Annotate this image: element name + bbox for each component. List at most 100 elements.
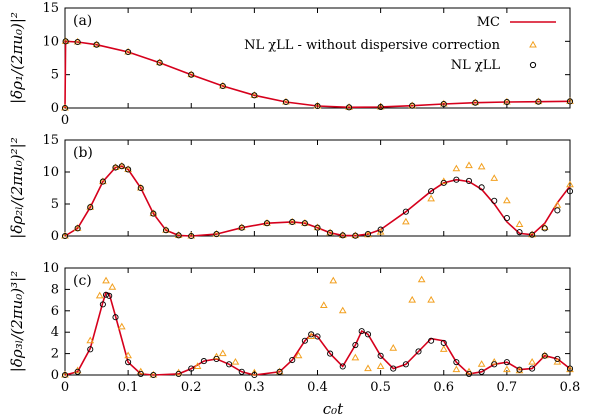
nl-point bbox=[61, 371, 69, 379]
mc-line bbox=[64, 291, 571, 376]
nodisp-point bbox=[237, 223, 246, 231]
y-axis-label: |δρ₃ₗ/(2πu₀)³|² bbox=[8, 271, 26, 372]
legend-label-nl: NL χLL bbox=[451, 58, 501, 73]
nodisp-point bbox=[503, 365, 511, 373]
nl-point bbox=[87, 204, 94, 211]
legend-swatch-nodisp bbox=[529, 40, 537, 48]
nl-point bbox=[106, 292, 113, 299]
nl-point bbox=[188, 232, 195, 240]
nodisp-point bbox=[338, 306, 347, 314]
nl-point bbox=[125, 359, 132, 366]
nodisp-point bbox=[174, 231, 183, 238]
nl-point bbox=[238, 368, 245, 375]
nodisp-point bbox=[465, 367, 473, 375]
nl-point bbox=[390, 365, 397, 372]
nl-point bbox=[415, 348, 422, 355]
nl-point bbox=[200, 358, 207, 365]
nl-point bbox=[118, 163, 125, 170]
nodisp-point bbox=[102, 276, 110, 284]
nodisp-point bbox=[329, 276, 338, 284]
nodisp-point bbox=[417, 275, 426, 283]
nl-point bbox=[301, 337, 308, 344]
nodisp-point bbox=[465, 161, 473, 169]
nl-point bbox=[99, 301, 106, 308]
nl-point bbox=[339, 363, 346, 370]
nl-point bbox=[314, 224, 321, 231]
nl-point bbox=[566, 365, 574, 372]
nodisp-point bbox=[155, 58, 164, 66]
y-tick-label: 5 bbox=[51, 197, 59, 212]
nodisp-point bbox=[452, 365, 461, 373]
x-tick-label: 0 bbox=[61, 113, 69, 128]
nodisp-point bbox=[376, 102, 385, 110]
nl-point bbox=[377, 352, 384, 359]
nodisp-point bbox=[263, 218, 271, 226]
nodisp-point bbox=[124, 351, 132, 359]
x-tick-label: 0.8 bbox=[560, 380, 581, 395]
nl-point bbox=[308, 331, 315, 338]
nodisp-point bbox=[534, 97, 543, 105]
nodisp-point bbox=[136, 367, 145, 375]
nl-point bbox=[541, 352, 548, 359]
y-tick-label: 0 bbox=[51, 101, 59, 116]
nl-point bbox=[409, 102, 416, 109]
nl-point bbox=[188, 365, 195, 372]
nodisp-point bbox=[73, 37, 82, 45]
nl-point bbox=[453, 176, 460, 183]
nl-point bbox=[219, 82, 226, 90]
nl-point bbox=[440, 179, 447, 186]
nl-point bbox=[339, 232, 346, 239]
nodisp-point bbox=[117, 162, 126, 169]
nodisp-point bbox=[338, 231, 347, 238]
nodisp-point bbox=[111, 163, 120, 171]
nodisp-point bbox=[61, 370, 69, 378]
nl-point bbox=[478, 368, 485, 375]
nl-point bbox=[529, 365, 536, 372]
nl-point bbox=[428, 337, 435, 344]
nodisp-point bbox=[566, 180, 574, 188]
nl-point bbox=[503, 359, 510, 366]
legend-swatch-nl bbox=[529, 61, 537, 69]
nodisp-point bbox=[515, 220, 524, 227]
nl-point bbox=[289, 356, 296, 364]
nl-point bbox=[188, 71, 195, 78]
nl-point bbox=[428, 188, 435, 195]
y-tick-label: 10 bbox=[42, 165, 59, 180]
nodisp-point bbox=[452, 164, 461, 172]
y-tick-label: 0 bbox=[51, 229, 59, 244]
nl-point bbox=[327, 229, 334, 236]
y-tick-label: 5 bbox=[51, 68, 59, 83]
nodisp-point bbox=[490, 357, 499, 365]
nl-point bbox=[74, 225, 81, 232]
x-axis-label: c₀t bbox=[323, 400, 344, 418]
nl-point bbox=[137, 370, 144, 377]
nl-point bbox=[314, 102, 321, 110]
nl-point bbox=[358, 328, 365, 335]
y-tick-label: 8 bbox=[51, 282, 59, 297]
nl-point bbox=[238, 224, 245, 231]
panel-a: 0 5 10 15 0 |δρ₁/(2πu₀)|² (a) MC NL χLL - withou… bbox=[8, 1, 574, 128]
nl-point bbox=[503, 98, 510, 106]
nodisp-point bbox=[275, 367, 284, 375]
mc-line bbox=[64, 40, 571, 109]
nodisp-point bbox=[566, 97, 574, 104]
y-axis-label: |δρ₂ₗ/(2πu₀)²|² bbox=[8, 137, 26, 238]
nl-point bbox=[156, 59, 163, 66]
nodisp-point bbox=[376, 362, 385, 369]
nl-point bbox=[491, 361, 498, 368]
nodisp-point bbox=[61, 37, 70, 44]
y-tick-label: 10 bbox=[42, 261, 59, 276]
nodisp-point bbox=[528, 230, 536, 238]
nodisp-point bbox=[61, 231, 69, 239]
nl-point bbox=[364, 331, 372, 338]
nl-point bbox=[213, 355, 220, 363]
nodisp-point bbox=[471, 98, 480, 106]
nl-point bbox=[503, 215, 510, 222]
nodisp-point bbox=[477, 162, 486, 170]
y-tick-label: 4 bbox=[51, 325, 59, 340]
nodisp-point bbox=[187, 70, 196, 78]
nodisp-point bbox=[313, 101, 322, 109]
nl-point bbox=[102, 291, 110, 298]
nl-point bbox=[491, 197, 498, 204]
